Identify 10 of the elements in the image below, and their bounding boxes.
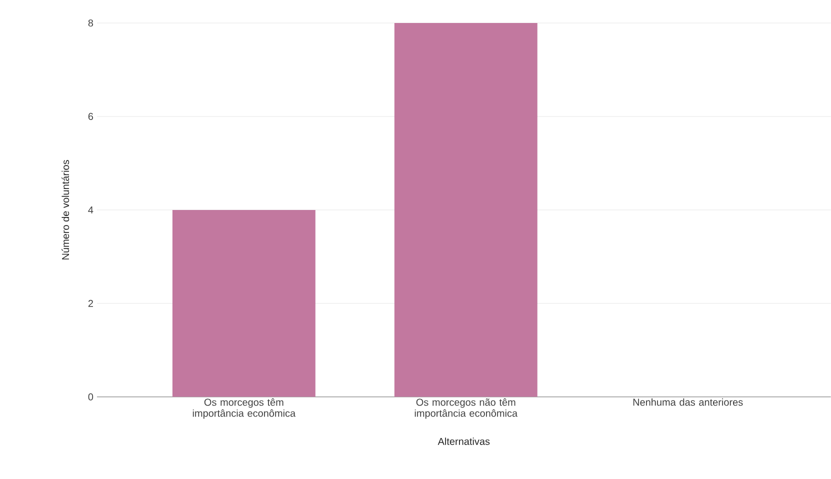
x-tick-label: Os morcegos têm importância econômica (192, 398, 296, 419)
x-axis-title: Alternativas (438, 438, 490, 445)
y-tick-label: 0 (88, 393, 94, 400)
x-tick-label: Os morcegos não têm importância econômica (414, 398, 518, 419)
y-tick-label: 4 (88, 206, 94, 214)
y-tick-label: 6 (88, 112, 94, 120)
y-tick-label: 2 (88, 300, 93, 307)
y-tick-label: 8 (88, 20, 94, 27)
y-axis-title: Número de voluntários (62, 160, 70, 260)
x-tick-label: Nenhuma das anteriores (633, 398, 743, 406)
